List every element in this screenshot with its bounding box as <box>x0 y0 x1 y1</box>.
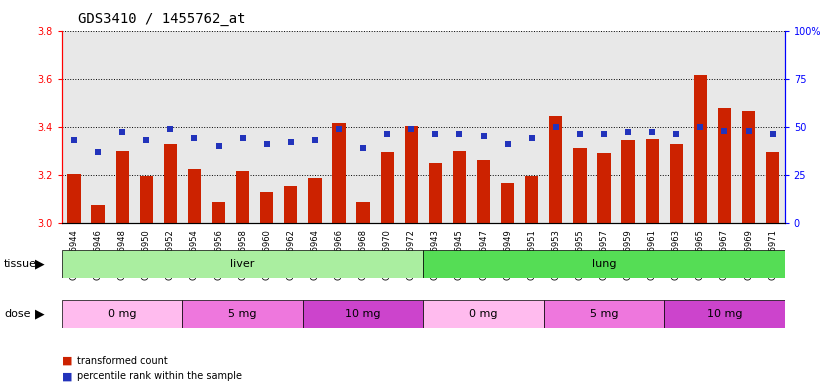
Point <box>68 137 81 143</box>
Bar <box>62 250 423 278</box>
Bar <box>62 300 183 328</box>
Point <box>501 141 515 147</box>
Bar <box>429 163 442 223</box>
Point <box>694 124 707 130</box>
Text: lung: lung <box>591 259 616 269</box>
Point <box>646 129 659 136</box>
Bar <box>92 205 105 223</box>
Bar <box>694 75 707 223</box>
Text: 5 mg: 5 mg <box>590 309 619 319</box>
Text: 0 mg: 0 mg <box>469 309 498 319</box>
Point <box>260 141 273 147</box>
Point <box>573 131 586 137</box>
Point <box>453 131 466 137</box>
Bar <box>549 116 563 223</box>
Text: ▶: ▶ <box>35 308 45 320</box>
Point <box>525 135 539 141</box>
Point <box>284 139 297 145</box>
Text: ■: ■ <box>62 371 73 381</box>
Bar <box>303 300 423 328</box>
Bar <box>284 185 297 223</box>
Text: transformed count: transformed count <box>77 356 168 366</box>
Bar <box>742 111 755 223</box>
Bar <box>116 151 129 223</box>
Point <box>597 131 610 137</box>
Point <box>766 131 779 137</box>
Bar <box>646 139 659 223</box>
Point <box>236 135 249 141</box>
Bar <box>525 176 539 223</box>
Bar <box>544 300 664 328</box>
Text: dose: dose <box>4 309 31 319</box>
Bar <box>423 250 785 278</box>
Bar <box>621 140 634 223</box>
Text: 10 mg: 10 mg <box>707 309 743 319</box>
Point <box>116 129 129 136</box>
Bar <box>308 178 321 223</box>
Text: 10 mg: 10 mg <box>345 309 381 319</box>
Bar <box>453 151 466 223</box>
Text: ■: ■ <box>62 356 73 366</box>
Bar <box>597 153 610 223</box>
Point <box>477 133 490 139</box>
Point <box>164 126 177 132</box>
Bar <box>381 152 394 223</box>
Bar <box>405 126 418 223</box>
Bar <box>140 176 153 223</box>
Point <box>742 127 755 134</box>
Bar <box>332 123 345 223</box>
Point <box>92 149 105 155</box>
Point <box>381 131 394 137</box>
Text: ▶: ▶ <box>35 258 45 270</box>
Point <box>308 137 321 143</box>
Point <box>405 126 418 132</box>
Point <box>621 129 634 136</box>
Bar <box>164 144 177 223</box>
Bar <box>357 202 370 223</box>
Bar <box>501 183 515 223</box>
Bar <box>573 148 586 223</box>
Point <box>332 126 345 132</box>
Bar <box>477 161 490 223</box>
Bar <box>670 144 683 223</box>
Text: liver: liver <box>230 259 255 269</box>
Text: tissue: tissue <box>4 259 37 269</box>
Bar <box>212 202 225 223</box>
Bar <box>236 171 249 223</box>
Point <box>140 137 153 143</box>
Bar <box>423 300 544 328</box>
Text: 5 mg: 5 mg <box>228 309 257 319</box>
Point <box>670 131 683 137</box>
Text: 0 mg: 0 mg <box>108 309 136 319</box>
Bar <box>664 300 785 328</box>
Point <box>212 143 225 149</box>
Point <box>357 145 370 151</box>
Bar <box>183 300 303 328</box>
Bar <box>718 108 731 223</box>
Text: GDS3410 / 1455762_at: GDS3410 / 1455762_at <box>78 12 246 25</box>
Point <box>718 127 731 134</box>
Text: percentile rank within the sample: percentile rank within the sample <box>77 371 242 381</box>
Point <box>549 124 563 130</box>
Bar <box>68 174 81 223</box>
Bar <box>260 192 273 223</box>
Bar <box>766 152 779 223</box>
Point <box>429 131 442 137</box>
Point <box>188 135 201 141</box>
Bar <box>188 169 201 223</box>
